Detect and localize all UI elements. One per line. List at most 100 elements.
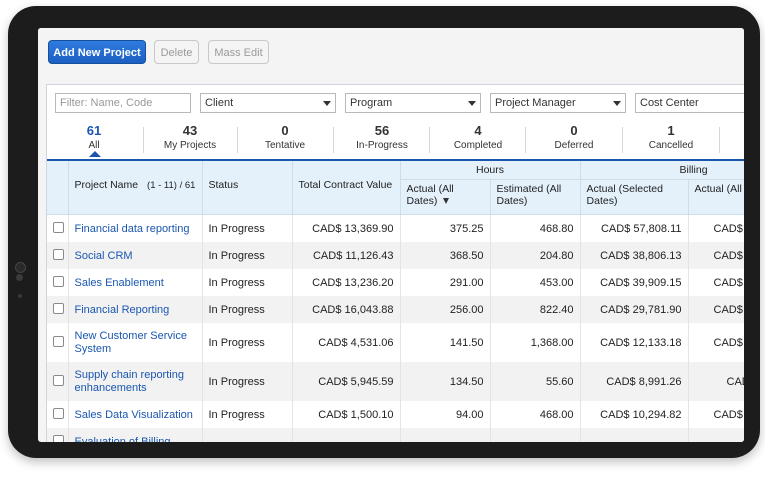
client-select[interactable]: Client [200,93,336,113]
row-checkbox[interactable] [53,275,64,287]
hours-actual-cell: 141.50 [400,323,491,362]
project-name-link[interactable]: New Customer Service System [68,323,203,362]
hours-actual-header-label: Actual (All Dates) [406,183,454,207]
tab-label: Tentative [264,140,306,151]
row-checkbox-cell [47,428,69,442]
table-row: Sales Data Visualization In Progress CAD… [47,401,744,428]
row-checkbox-cell [47,269,69,296]
column-header-project-name[interactable]: Project Name (1 - 11) / 61 [68,161,203,215]
table-row: Financial data reporting In Progress CAD… [47,214,744,242]
tab-cancelled[interactable]: 1 Cancelled [624,121,718,155]
camera [15,262,26,273]
status-cell [202,428,293,442]
projects-grid: Project Name (1 - 11) / 61 Status Total … [47,159,744,442]
tab-label: Completed [453,140,503,151]
tablet-frame: Add New Project Delete Mass Edit Filter:… [8,6,760,458]
project-name-link[interactable]: Sales Enablement [68,269,203,296]
tab-divider [237,127,238,153]
search-input[interactable]: Filter: Name, Code [55,93,191,113]
row-checkbox[interactable] [53,335,64,347]
tab-completed[interactable]: 4 Completed [431,121,525,155]
project-name-link[interactable]: Social CRM [68,242,203,269]
column-header-status[interactable]: Status [202,161,293,215]
tab-in-progress[interactable]: 56 In-Progress [335,121,429,155]
billing-actual-all-cell: CAD$ [688,296,744,323]
billing-actual-all-cell: CAD$ [688,269,744,296]
status-cell: In Progress [202,242,293,269]
select-all-header [47,161,69,215]
side-dot [16,274,23,281]
row-checkbox[interactable] [53,374,64,386]
row-checkbox[interactable] [53,434,64,442]
tab-deferred[interactable]: 0 Deferred [527,121,621,155]
project-name-link[interactable]: Financial data reporting [68,214,203,242]
project-name-link[interactable]: Financial Reporting [68,296,203,323]
tab-count: 56 [374,123,390,138]
billing-actual-all-cell: CAD$ [688,214,744,242]
hours-estimated-cell [490,428,581,442]
row-checkbox-cell [47,296,69,323]
hours-actual-cell: 375.25 [400,214,491,242]
app-screen: Add New Project Delete Mass Edit Filter:… [38,28,744,442]
cost-center-select[interactable]: Cost Center [635,93,744,113]
column-header-hours-actual[interactable]: Actual (All Dates) [400,179,491,215]
tab-divider [143,127,144,153]
row-checkbox[interactable] [53,302,64,314]
project-name-link[interactable]: Sales Data Visualization [68,401,203,428]
table-row: Financial Reporting In Progress CAD$ 16,… [47,296,744,323]
add-new-project-button[interactable]: Add New Project [48,40,146,64]
row-range-label: (1 - 11) / 61 [147,180,196,191]
row-checkbox-cell [47,362,69,401]
status-cell: In Progress [202,323,293,362]
table-row: Supply chain reporting enhancements In P… [47,362,744,401]
project-name-link[interactable]: Evaluation of Billing [68,428,203,442]
tab-count: 0 [570,123,578,138]
billing-actual-selected-cell: CAD$ 10,294.82 [580,401,689,428]
tab-label: Deferred [554,140,594,151]
row-checkbox-cell [47,401,69,428]
row-checkbox-cell [47,214,69,242]
billing-actual-selected-cell: CAD$ 12,133.18 [580,323,689,362]
tab-count: 4 [474,123,482,138]
column-header-total-contract-value[interactable]: Total Contract Value [292,161,401,215]
table-row: Sales Enablement In Progress CAD$ 13,236… [47,269,744,296]
hours-estimated-cell: 468.80 [490,214,581,242]
row-checkbox[interactable] [53,248,64,260]
status-cell: In Progress [202,362,293,401]
tab-count: 0 [281,123,289,138]
table-row: New Customer Service System In Progress … [47,323,744,362]
billing-actual-all-cell: CAD$ [688,242,744,269]
project-manager-select-label: Project Manager [495,97,576,109]
total-contract-value-cell: CAD$ 11,126.43 [292,242,401,269]
client-select-label: Client [205,97,234,109]
program-select[interactable]: Program [345,93,481,113]
projects-table: Project Name (1 - 11) / 61 Status Total … [47,161,744,442]
tab-tentative[interactable]: 0 Tentative [239,121,331,155]
hours-estimated-cell: 204.80 [490,242,581,269]
hours-estimated-cell: 55.60 [490,362,581,401]
hours-estimated-cell: 453.00 [490,269,581,296]
side-dot [18,294,22,298]
row-checkbox[interactable] [53,221,64,233]
total-contract-value-cell: CAD$ 1,500.10 [292,401,401,428]
hours-estimated-cell: 468.00 [490,401,581,428]
hours-actual-cell [400,428,491,442]
total-contract-value-cell: CAD$ 13,369.90 [292,214,401,242]
tab-label: My Projects [163,140,217,151]
project-manager-select[interactable]: Project Manager [490,93,626,113]
column-header-billing-actual-all[interactable]: Actual (All [688,179,744,215]
chevron-down-icon [323,101,331,106]
hours-estimated-cell: 822.40 [490,296,581,323]
column-header-billing-actual-selected[interactable]: Actual (Selected Dates) [580,179,689,215]
active-tab-indicator [89,151,101,157]
project-name-link[interactable]: Supply chain reporting enhancements [68,362,203,401]
delete-button[interactable]: Delete [154,40,199,64]
tab-my-projects[interactable]: 43 My Projects [145,121,235,155]
column-group-billing: Billing [580,161,744,180]
row-checkbox-cell [47,323,69,362]
column-header-hours-estimated[interactable]: Estimated (All Dates) [490,179,581,215]
mass-edit-button[interactable]: Mass Edit [208,40,269,64]
tab-count: 1 [667,123,675,138]
row-checkbox[interactable] [53,407,64,419]
tab-all[interactable]: 61 All [55,121,133,155]
